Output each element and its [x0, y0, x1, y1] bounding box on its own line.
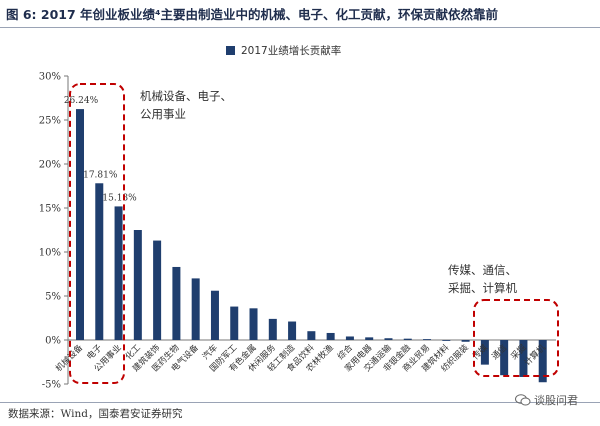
- bar: [153, 240, 162, 340]
- y-tick-label: -5%: [42, 380, 61, 391]
- bar: [268, 318, 277, 340]
- annotation-right: 传媒、通信、: [448, 263, 517, 277]
- y-tick-label: 5%: [45, 292, 61, 303]
- bar: [114, 206, 123, 340]
- watermark: 谈股问君: [515, 392, 578, 410]
- bar: [500, 340, 509, 376]
- y-tick-label: 15%: [39, 204, 61, 215]
- footer-divider: [0, 402, 600, 403]
- y-tick-label: 25%: [39, 116, 61, 127]
- legend: 2017业绩增长贡献率: [226, 44, 341, 57]
- bar: [76, 109, 84, 340]
- annotation-right: 采掘、计算机: [448, 281, 517, 295]
- bar: [172, 266, 181, 340]
- bar: [210, 290, 219, 340]
- bar: [191, 278, 200, 340]
- title-divider: [0, 27, 600, 28]
- bar: [423, 339, 432, 340]
- highlight-box-left: [69, 83, 125, 384]
- watermark-text: 谈股问君: [534, 394, 578, 407]
- bar: [480, 340, 489, 365]
- bar: [461, 340, 470, 342]
- bar: [249, 308, 258, 340]
- page-title: 图 6: 2017 年创业板业绩⁴主要由制造业中的机械、电子、化工贡献，环保贡献…: [6, 7, 499, 22]
- y-tick-label: 20%: [39, 160, 61, 171]
- category-label: 机械设备: [53, 342, 85, 374]
- bar: [326, 332, 335, 340]
- source-note: 数据来源：Wind，国泰君安证券研究: [8, 408, 183, 420]
- bar: [288, 321, 297, 340]
- annotation-left: 机械设备、电子、: [140, 89, 232, 103]
- legend-swatch: [226, 46, 235, 55]
- bar: [307, 331, 316, 340]
- wechat-icon: [515, 394, 531, 406]
- bar: [230, 306, 239, 340]
- highlight-box-right: [473, 299, 559, 377]
- data-label: 26.24%: [64, 96, 99, 106]
- annotation-left: 公用事业: [140, 107, 186, 121]
- bar: [95, 183, 104, 340]
- data-label: 17.81%: [83, 170, 118, 180]
- y-tick-label: 30%: [39, 72, 61, 83]
- data-labels: 26.24% 17.81% 15.18%: [64, 96, 137, 203]
- bars-group: [76, 109, 547, 383]
- bar: [403, 338, 412, 340]
- bar: [345, 336, 354, 340]
- bar: [365, 337, 374, 340]
- legend-label: 2017业绩增长贡献率: [241, 44, 341, 57]
- bar: [133, 230, 142, 340]
- y-tick-label: 0%: [45, 336, 61, 347]
- bar-chart: 2017业绩增长贡献率 -5% 0% 5% 10% 15% 20% 25% 30% 机械设备电…: [39, 44, 559, 391]
- y-tick-label: 10%: [39, 248, 61, 259]
- data-label: 15.18%: [102, 193, 137, 203]
- bar: [519, 340, 528, 377]
- bar: [442, 340, 451, 341]
- highlight-boxes: [69, 83, 559, 384]
- bar: [384, 338, 393, 340]
- bar: [538, 340, 547, 383]
